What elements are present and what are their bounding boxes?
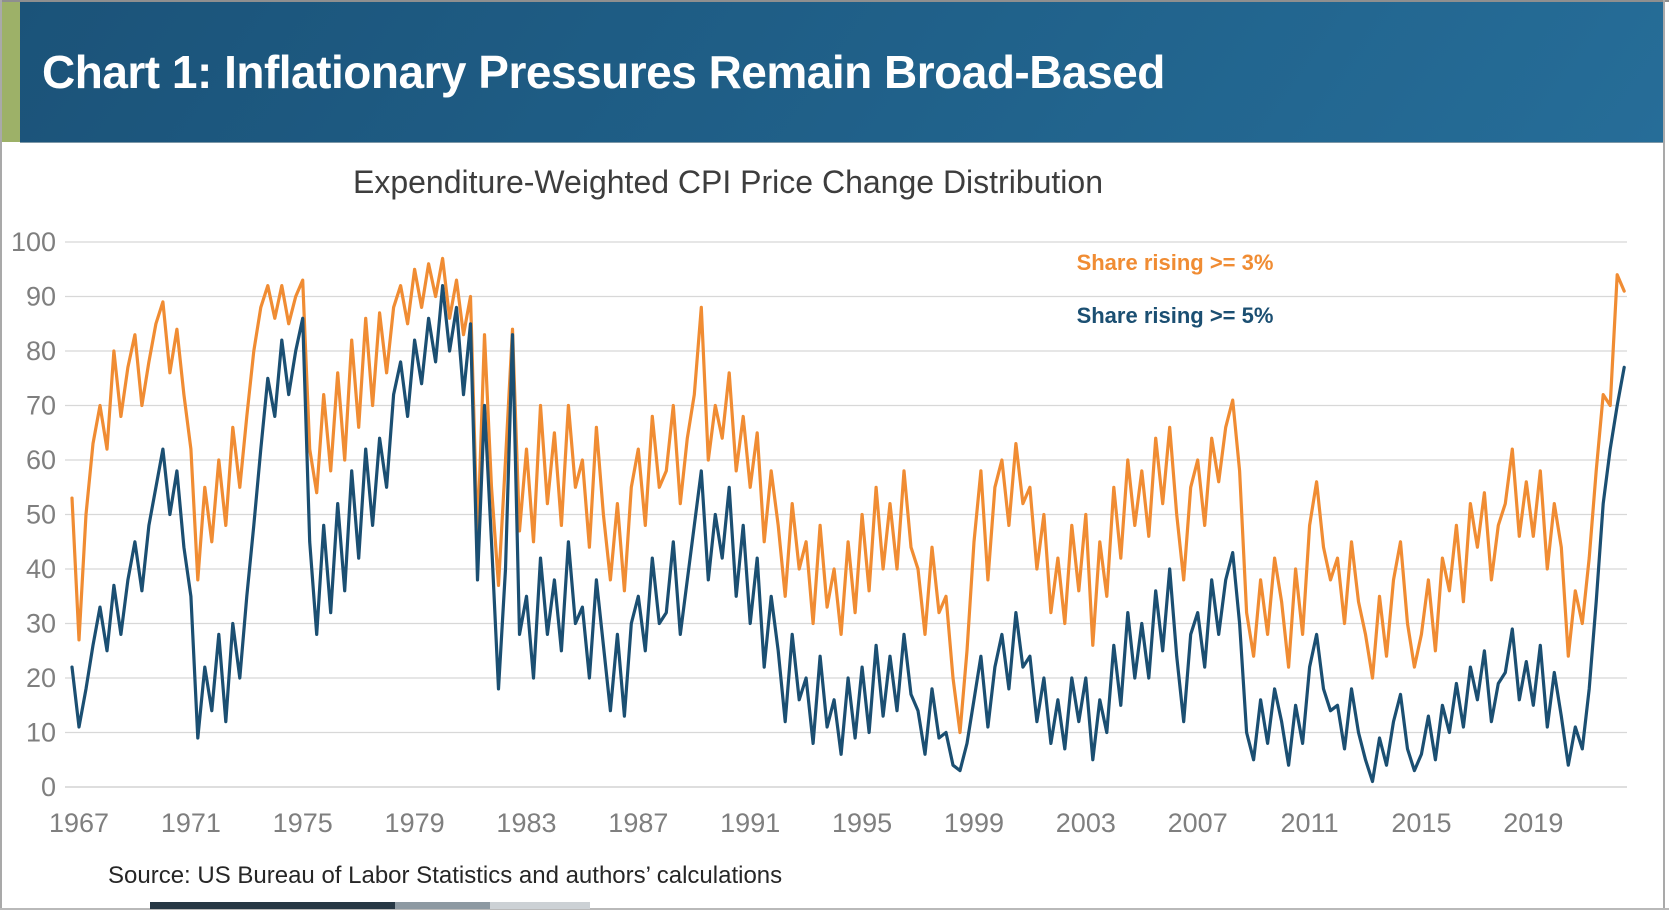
x-tick-label: 2011 <box>1281 808 1339 838</box>
frame-left-border <box>0 0 2 910</box>
slide-title: Chart 1: Inflationary Pressures Remain B… <box>42 46 1165 98</box>
x-tick-label: 1991 <box>720 808 780 838</box>
chart-title: Expenditure-Weighted CPI Price Change Di… <box>352 164 1103 200</box>
x-tick-label: 1971 <box>161 808 221 838</box>
cpi-line-chart: 0 10 20 30 40 50 60 70 80 90 100 1967 1971 1975 1979 19… <box>11 227 1627 838</box>
y-tick-label: 20 <box>26 663 56 693</box>
x-tick-label: 2003 <box>1056 808 1116 838</box>
x-tick-label: 2015 <box>1391 808 1451 838</box>
x-tick-label: 2019 <box>1503 808 1563 838</box>
series-line-5pct <box>70 284 1626 784</box>
cropped-bottom-bar-fragment-light <box>490 902 590 909</box>
x-tick-label: 1975 <box>273 808 333 838</box>
x-tick-label: 2007 <box>1168 808 1228 838</box>
source-note: Source: US Bureau of Labor Statistics an… <box>108 862 783 889</box>
x-tick-label: 1979 <box>385 808 445 838</box>
y-tick-label: 90 <box>26 282 56 312</box>
y-tick-label: 0 <box>41 772 56 802</box>
frame-bottom-border <box>0 908 1669 910</box>
x-tick-label: 1995 <box>832 808 892 838</box>
x-tick-label: 1999 <box>944 808 1004 838</box>
series-line-3pct <box>70 256 1626 735</box>
y-tick-label: 50 <box>26 500 56 530</box>
x-tick-label: 1967 <box>49 808 109 838</box>
legend-share-rising-5pct: Share rising >= 5% <box>1076 303 1274 328</box>
y-tick-label: 80 <box>26 336 56 366</box>
y-tick-label: 60 <box>26 445 56 475</box>
y-tick-label: 70 <box>26 391 56 421</box>
y-tick-label: 40 <box>26 554 56 584</box>
header-banner: Chart 1: Inflationary Pressures Remain B… <box>20 2 1663 143</box>
frame-right-border <box>1663 0 1665 910</box>
y-tick-label: 10 <box>26 718 56 748</box>
y-tick-label: 30 <box>26 609 56 639</box>
header-accent-stripe <box>2 2 20 142</box>
cropped-bottom-bar-fragment-dark <box>150 902 395 909</box>
x-tick-label: 1983 <box>496 808 556 838</box>
y-tick-label: 100 <box>11 227 56 257</box>
legend-share-rising-3pct: Share rising >= 3% <box>1076 250 1274 275</box>
frame-top-border <box>0 0 1669 2</box>
x-tick-label: 1987 <box>608 808 668 838</box>
cropped-bottom-bar-fragment-mid <box>395 902 490 909</box>
